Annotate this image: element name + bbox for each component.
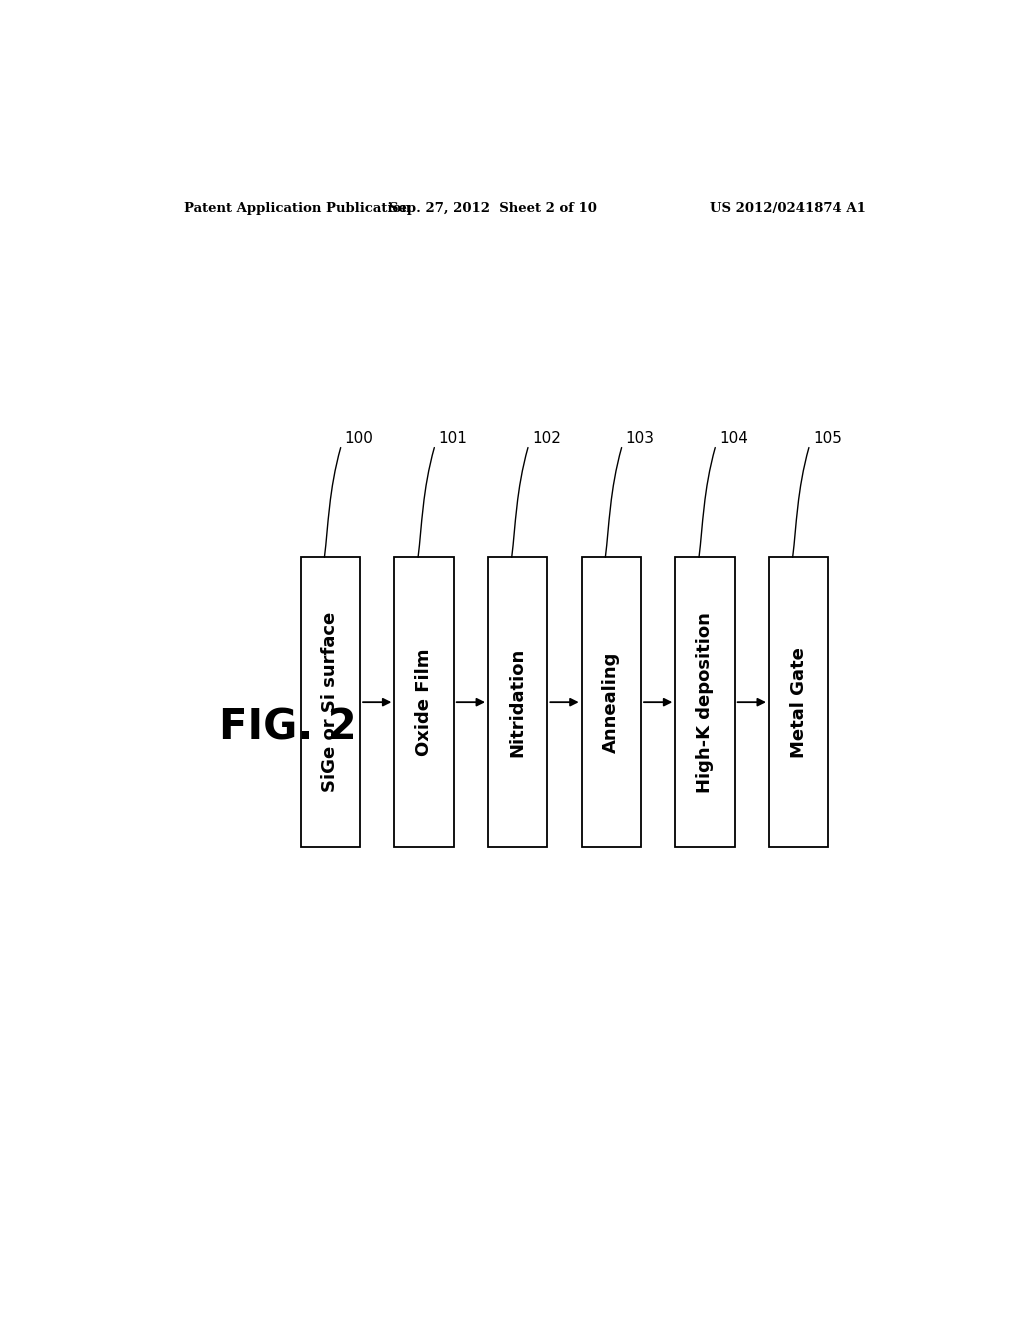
Text: Oxide Film: Oxide Film: [415, 648, 433, 756]
Text: 101: 101: [438, 430, 467, 446]
Text: 102: 102: [531, 430, 561, 446]
Bar: [675, 557, 734, 847]
Text: Sep. 27, 2012  Sheet 2 of 10: Sep. 27, 2012 Sheet 2 of 10: [389, 202, 597, 215]
Text: SiGe or Si surface: SiGe or Si surface: [322, 612, 339, 792]
Bar: [769, 557, 828, 847]
Bar: [394, 557, 454, 847]
Bar: [487, 557, 548, 847]
Text: Patent Application Publication: Patent Application Publication: [183, 202, 411, 215]
Text: Annealing: Annealing: [602, 652, 621, 752]
Text: 105: 105: [813, 430, 842, 446]
Text: 100: 100: [345, 430, 374, 446]
Bar: [582, 557, 641, 847]
Text: High-K deposition: High-K deposition: [696, 611, 714, 792]
Bar: [301, 557, 360, 847]
Text: Metal Gate: Metal Gate: [790, 647, 808, 758]
Text: FIG. 2: FIG. 2: [219, 706, 357, 748]
Text: Nitridation: Nitridation: [509, 648, 526, 756]
Text: 103: 103: [626, 430, 654, 446]
Text: US 2012/0241874 A1: US 2012/0241874 A1: [711, 202, 866, 215]
Text: 104: 104: [719, 430, 749, 446]
